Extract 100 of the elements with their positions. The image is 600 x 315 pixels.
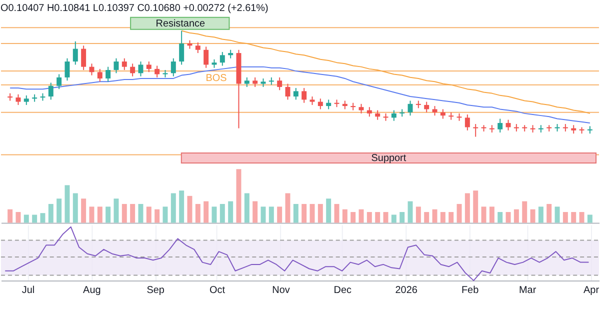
annotation: BOS [206,73,228,84]
bar [391,214,396,223]
x-tick-label: Aug [83,285,101,296]
candlestick [293,88,298,100]
bar [424,212,430,223]
x-tick-label: Jul [22,285,35,296]
bar [16,212,21,223]
bar [571,212,576,223]
bar [106,206,111,223]
candlestick [464,114,470,131]
bar [244,193,250,223]
candlestick [89,63,94,76]
bar [538,206,544,223]
candlestick [366,106,372,118]
bar [204,201,209,223]
bar [170,193,176,223]
candlestick [48,82,54,100]
candlestick [302,88,307,104]
bar [252,201,258,223]
bar [228,201,234,223]
bar [24,214,29,223]
bar [72,193,78,223]
bar [448,212,454,223]
bar [212,206,217,223]
bar [268,206,274,223]
candlestick [424,101,430,113]
candlestick [473,124,478,138]
bar [498,212,503,223]
bar [32,214,38,223]
bar [154,209,160,223]
candlestick [138,61,144,77]
candlestick [56,74,62,90]
bar [195,204,200,223]
bar [530,209,536,223]
candlestick [391,110,396,122]
candlestick [195,42,200,54]
bar [514,209,519,223]
candlestick [179,30,184,66]
bar [456,204,462,223]
bar [8,209,13,223]
bar [400,212,405,223]
x-tick-label: Oct [210,285,226,296]
candlestick [64,58,70,82]
bar [554,206,560,223]
bar [146,206,152,223]
bar [481,206,486,223]
bar [130,204,136,223]
bar [375,212,380,223]
bar [546,204,552,223]
candlestick [408,100,413,116]
candlestick [277,76,282,91]
x-tick-label: Dec [334,285,352,296]
x-tick-label: Apr [584,285,600,296]
x-tick-label: Nov [272,285,290,296]
bar [81,198,86,223]
candlestick [130,63,136,77]
candlestick [244,76,250,88]
candlestick [220,51,225,66]
x-tick-label: Sep [146,285,165,296]
candlestick [326,99,332,110]
bar [489,206,494,223]
bar [162,206,168,223]
bar [138,204,144,223]
bar [464,193,470,223]
candlestick [440,108,446,120]
candlestick [204,46,209,68]
candlestick [358,103,364,114]
bar [416,206,421,223]
candlestick [106,66,111,82]
candlestick [72,40,78,66]
bar [473,190,478,223]
bar [506,212,511,223]
candlestick [122,58,127,70]
bar [342,209,348,223]
candlestick [375,110,380,120]
bar [236,169,242,223]
x-tick-label: Mar [519,285,537,296]
candlestick [154,65,160,78]
bar [350,212,356,223]
bar [522,201,528,223]
bar [277,206,282,223]
bar [40,213,46,223]
bar [114,198,119,223]
bar [260,206,266,223]
bar [285,193,290,223]
bar [579,212,584,223]
bar [56,198,62,223]
bar [326,198,332,223]
bar [562,212,568,223]
candlestick [81,45,86,70]
x-tick-label: Feb [461,285,480,296]
bar [220,204,225,223]
bar [179,190,184,223]
bar [293,204,298,223]
bar [302,204,307,223]
candlestick [24,94,29,106]
bar [122,204,127,223]
x-tick-label: 2026 [395,285,418,296]
bar [587,214,592,223]
candlestick [506,119,511,131]
